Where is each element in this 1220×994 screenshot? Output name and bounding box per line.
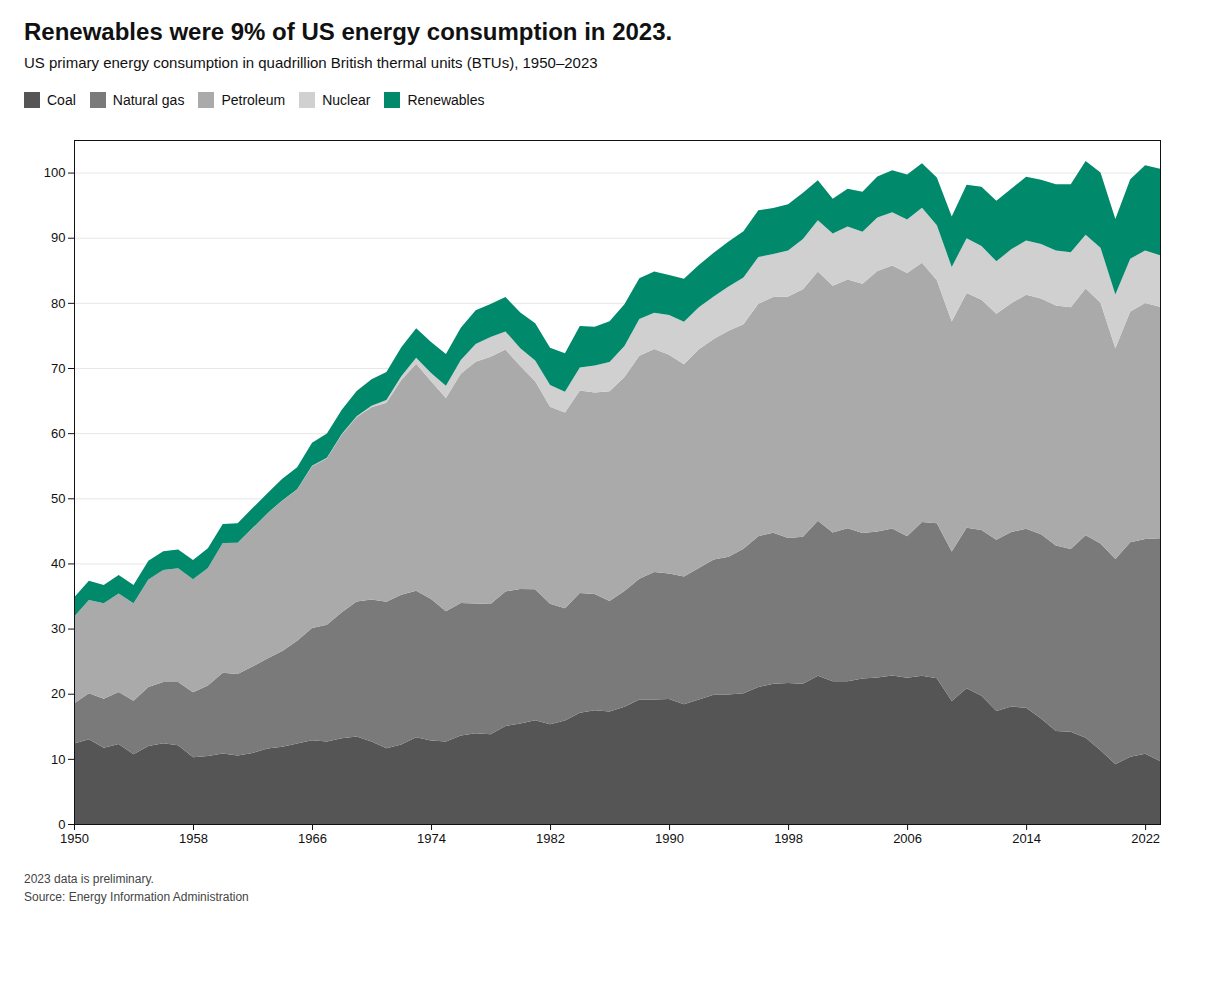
- svg-text:1958: 1958: [179, 831, 208, 846]
- svg-text:90: 90: [51, 230, 65, 245]
- html-text:Renewables were 9% of US energ: Renewables were 9% of US energy consumpt…: [24, 18, 673, 45]
- html-text:Nuclear: Nuclear: [322, 91, 371, 108]
- html-text:Source: Energy Information Adm: Source: Energy Information Administratio…: [24, 890, 249, 904]
- html-text:Natural gas: Natural gas: [112, 91, 185, 108]
- svg-text:1998: 1998: [774, 831, 803, 846]
- svg-text:1982: 1982: [536, 831, 565, 846]
- svg-text:40: 40: [51, 556, 65, 571]
- svg-text:1974: 1974: [417, 831, 446, 846]
- svg-text:2022: 2022: [1131, 831, 1160, 846]
- svg-text:20: 20: [51, 686, 65, 701]
- svg-text:1966: 1966: [298, 831, 327, 846]
- svg-text:100: 100: [44, 165, 66, 180]
- html-text:Renewables: Renewables: [407, 91, 485, 108]
- html-text:Coal: Coal: [47, 91, 76, 108]
- svg-text:70: 70: [51, 361, 65, 376]
- svg-text:50: 50: [51, 491, 65, 506]
- html-text:US primary energy consumption: US primary energy consumption in quadril…: [24, 54, 598, 71]
- svg-text:2006: 2006: [893, 831, 922, 846]
- svg-text:80: 80: [51, 296, 65, 311]
- svg-text:10: 10: [51, 752, 65, 767]
- html-text:Petroleum: Petroleum: [221, 91, 286, 108]
- html-text:2023 data is preliminary.: 2023 data is preliminary.: [24, 872, 154, 886]
- svg-text:2014: 2014: [1012, 831, 1041, 846]
- svg-text:1990: 1990: [655, 831, 684, 846]
- svg-text:1950: 1950: [60, 831, 89, 846]
- svg-text:0: 0: [58, 817, 65, 832]
- svg-text:60: 60: [51, 426, 65, 441]
- svg-text:30: 30: [51, 621, 65, 636]
